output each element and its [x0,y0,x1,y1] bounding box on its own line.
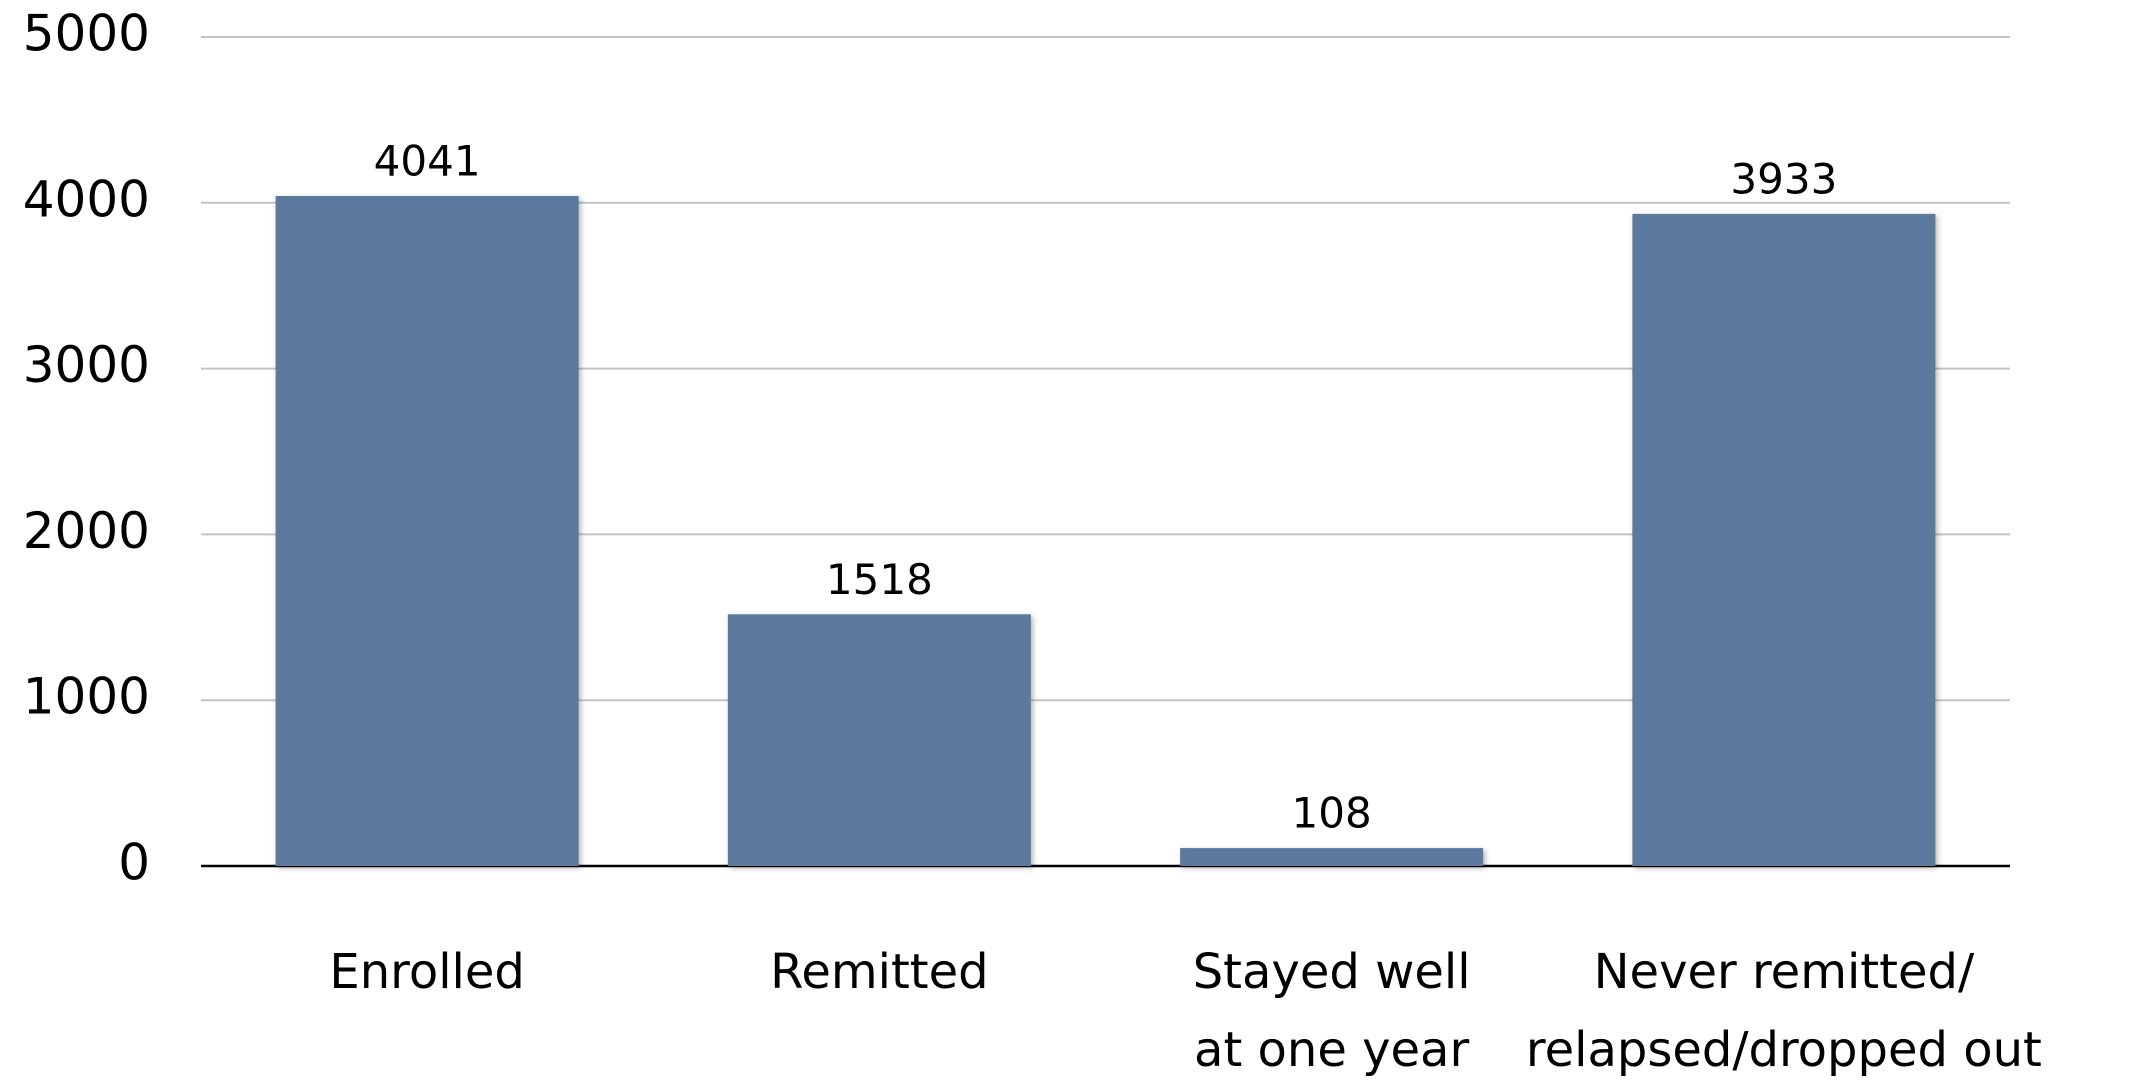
bar [1180,848,1484,866]
value-label: 1518 [826,555,933,604]
y-tick-label: 2000 [23,502,150,560]
x-tick-label: Never remitted/ [1594,944,1975,1000]
y-tick-label: 4000 [23,170,150,228]
value-label: 3933 [1730,154,1837,203]
x-tick-label: at one year [1194,1022,1469,1078]
value-label: 108 [1292,789,1372,838]
bar [1632,213,1936,867]
y-tick-label: 0 [118,834,150,892]
y-tick-label: 3000 [23,336,150,394]
y-tick-label: 1000 [23,668,150,726]
x-tick-label: Stayed well [1193,944,1471,1000]
x-tick-label: Enrolled [329,944,524,1000]
x-tick-label: relapsed/dropped out [1526,1022,2042,1078]
bar [727,614,1031,866]
bar [275,196,579,866]
value-label: 4041 [374,137,481,186]
y-tick-label: 5000 [23,5,150,63]
x-tick-label: Remitted [770,944,988,1000]
